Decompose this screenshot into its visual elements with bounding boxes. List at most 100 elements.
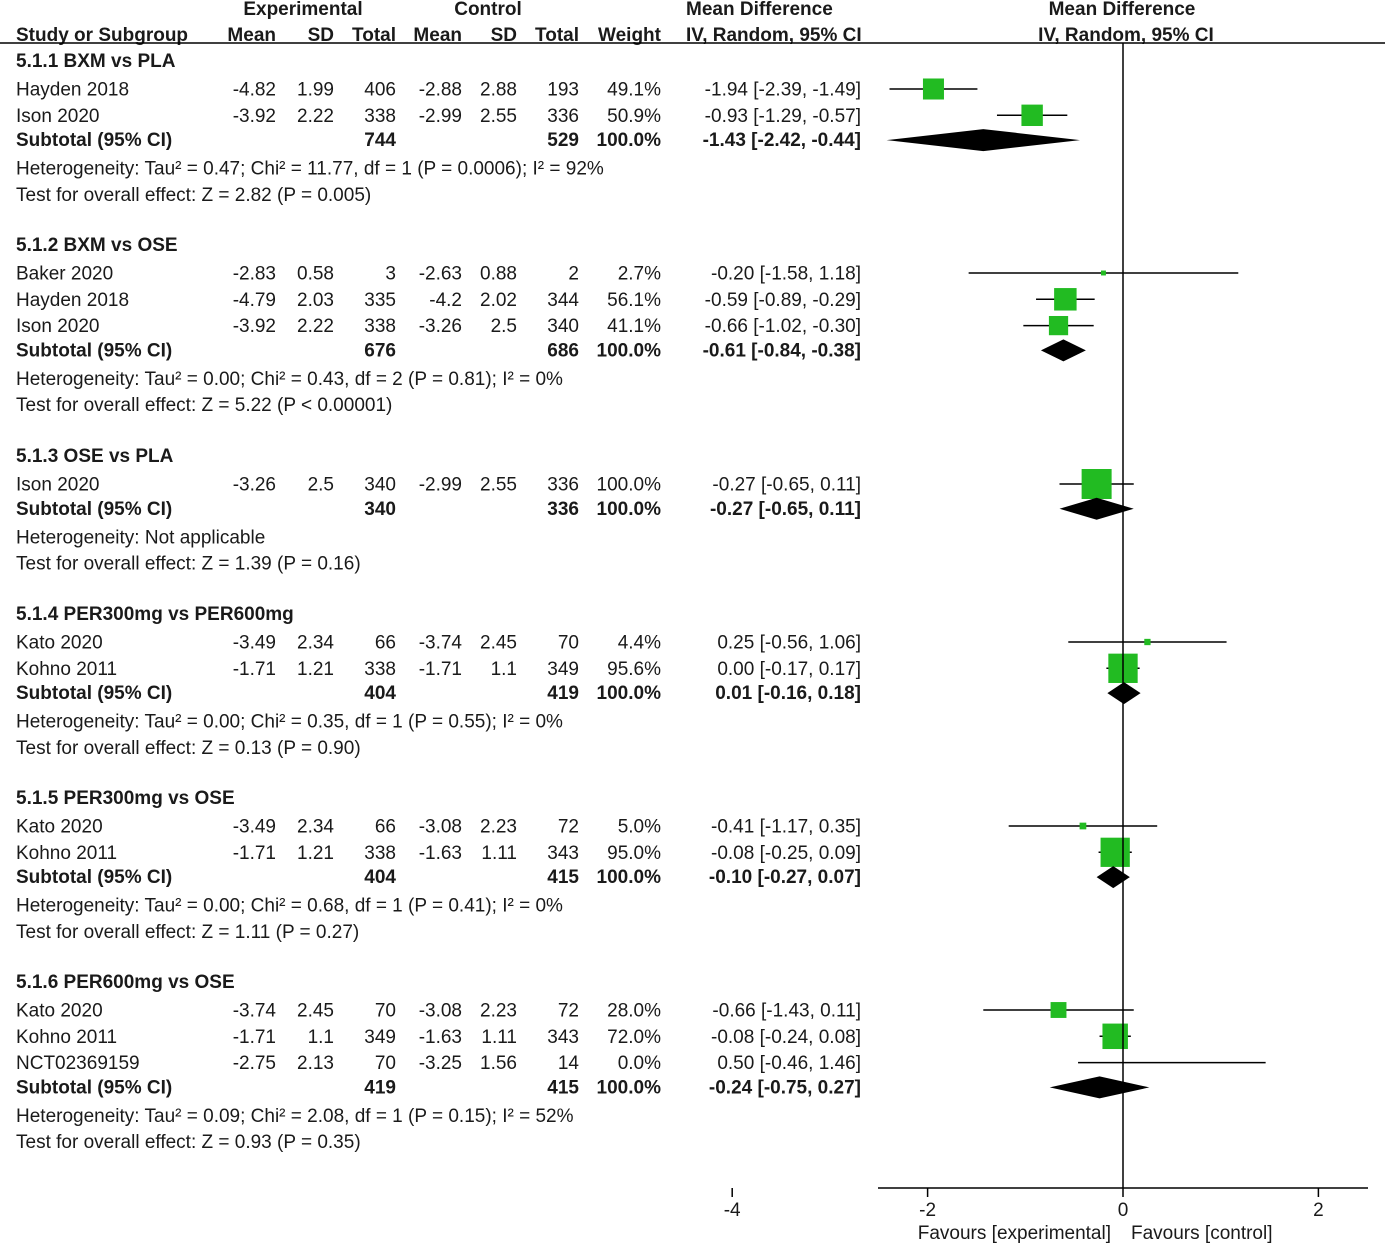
study-weight: 28.0% [607,1001,661,1022]
study-name: NCT02369159 [16,1053,140,1074]
study-weight: 2.7% [618,264,661,285]
subtotal-ctrl-total: 686 [547,340,579,361]
subtotal-weight: 100.0% [597,683,662,704]
col-header-ctrl-sd: SD [491,25,517,46]
subtotal-diamond [1059,497,1134,520]
study-ci-text: -0.59 [-0.89, -0.29] [705,290,861,311]
study-e-n: 338 [364,316,396,337]
study-e-n: 3 [385,264,396,285]
subtotal-label: Subtotal (95% CI) [16,683,172,704]
subtotal-ci: -0.10 [-0.27, 0.07] [709,867,861,888]
study-c-n: 72 [558,1001,579,1022]
subtotal-ci: 0.01 [-0.16, 0.18] [715,683,861,704]
x-tick-label: -4 [724,1200,741,1221]
subtotal-ci: -0.24 [-0.75, 0.27] [709,1077,861,1098]
study-e-sd: 0.58 [297,264,334,285]
study-c-n: 349 [547,659,579,680]
study-e-n: 340 [364,475,396,496]
overall-effect-text: Test for overall effect: Z = 2.82 (P = 0… [16,185,371,206]
study-e-sd: 2.45 [297,1001,334,1022]
study-ci-text: -0.27 [-0.65, 0.11] [712,475,861,496]
heterogeneity-text: Heterogeneity: Not applicable [16,527,265,548]
study-e-sd: 1.1 [308,1027,334,1048]
study-weight: 72.0% [607,1027,661,1048]
study-c-n: 72 [558,817,579,838]
study-c-sd: 2.45 [480,633,517,654]
subtotal-diamond [1096,866,1130,889]
study-e-sd: 2.34 [297,817,334,838]
study-c-sd: 2.55 [480,106,517,127]
study-c-sd: 2.23 [480,817,517,838]
study-e-mean: -2.75 [233,1053,276,1074]
overall-effect-text: Test for overall effect: Z = 1.11 (P = 0… [16,922,359,943]
study-c-n: 193 [547,80,579,101]
study-c-n: 336 [547,475,579,496]
study-name: Ison 2020 [16,475,99,496]
col-header-ctrl-total: Total [535,25,579,46]
subgroup-title: 5.1.2 BXM vs OSE [16,235,178,256]
study-c-sd: 1.56 [480,1053,517,1074]
study-name: Kato 2020 [16,817,103,838]
study-e-n: 70 [375,1001,396,1022]
study-c-n: 340 [547,316,579,337]
study-e-sd: 2.5 [308,475,334,496]
study-ci-text: -0.20 [-1.58, 1.18] [711,264,861,285]
study-name: Hayden 2018 [16,290,129,311]
study-c-n: 70 [558,633,579,654]
study-ci-text: 0.25 [-0.56, 1.06] [717,633,861,654]
subtotal-weight: 100.0% [597,340,662,361]
study-weight: 100.0% [597,475,662,496]
control-group-header: Control [454,0,522,20]
study-c-mean: -2.99 [419,475,462,496]
study-marker [1050,1002,1067,1018]
col-header-exp-total: Total [352,25,396,46]
study-c-sd: 1.11 [481,843,517,864]
study-weight: 50.9% [607,106,661,127]
effect-column-header: Mean Difference [686,0,833,20]
study-e-n: 338 [364,843,396,864]
plot-column-header: Mean Difference [1049,0,1196,20]
col-header-exp-mean: Mean [227,25,276,46]
study-marker [1081,469,1112,499]
col-header-exp-sd: SD [308,25,334,46]
favours-left-label: Favours [experimental] [918,1223,1111,1243]
study-e-n: 66 [375,817,396,838]
study-c-mean: -2.63 [419,264,462,285]
study-e-sd: 2.22 [297,106,334,127]
study-c-mean: -3.08 [419,1001,462,1022]
study-marker [1100,270,1106,276]
study-c-mean: -1.63 [419,843,462,864]
study-c-mean: -3.26 [419,316,462,337]
study-ci-text: 0.50 [-0.46, 1.46] [717,1053,861,1074]
overall-effect-text: Test for overall effect: Z = 5.22 (P < 0… [16,395,392,416]
study-e-mean: -3.74 [233,1001,277,1022]
x-axis: -4-2024Favours [experimental]Favours [co… [724,43,1368,1243]
study-e-mean: -4.79 [233,290,276,311]
study-e-n: 66 [375,633,396,654]
study-c-sd: 2.88 [480,80,517,101]
heterogeneity-text: Heterogeneity: Tau² = 0.47; Chi² = 11.77… [16,159,604,180]
study-c-sd: 2.02 [480,290,517,311]
subtotal-weight: 100.0% [597,1077,662,1098]
col-header-method: IV, Random, 95% CI [686,25,862,46]
study-name: Kato 2020 [16,1001,103,1022]
study-c-mean: -3.74 [419,633,463,654]
study-name: Kato 2020 [16,633,103,654]
study-e-n: 338 [364,106,396,127]
heterogeneity-text: Heterogeneity: Tau² = 0.09; Chi² = 2.08,… [16,1106,574,1127]
study-marker [1100,837,1130,867]
subtotal-label: Subtotal (95% CI) [16,1077,172,1098]
study-e-sd: 2.34 [297,633,334,654]
subtotal-diamond [1049,1076,1150,1099]
col-header-study: Study or Subgroup [16,25,188,46]
study-e-n: 70 [375,1053,396,1074]
study-e-sd: 1.21 [297,843,334,864]
study-c-sd: 2.55 [480,475,517,496]
subtotal-exp-total: 404 [364,683,396,704]
subtotal-ctrl-total: 415 [547,1077,579,1098]
subtotal-label: Subtotal (95% CI) [16,340,172,361]
study-weight: 4.4% [618,633,661,654]
subtotal-ci: -0.61 [-0.84, -0.38] [703,340,861,361]
x-tick-label: -2 [919,1200,936,1221]
heterogeneity-text: Heterogeneity: Tau² = 0.00; Chi² = 0.68,… [16,896,563,917]
